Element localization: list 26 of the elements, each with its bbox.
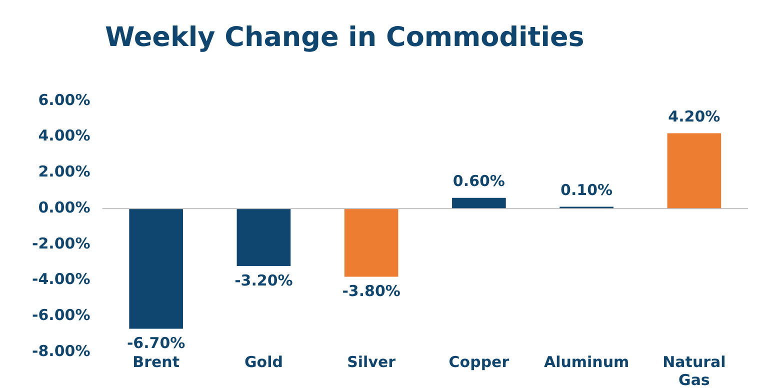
bar bbox=[129, 208, 183, 329]
y-tick-label: 6.00% bbox=[38, 90, 90, 109]
data-label: 0.60% bbox=[452, 172, 505, 190]
y-tick-label: -6.00% bbox=[32, 306, 90, 324]
x-tick-label: Silver bbox=[347, 352, 396, 371]
data-label: -3.80% bbox=[342, 282, 400, 300]
y-tick-label: 0.00% bbox=[38, 198, 90, 216]
y-tick-label: -8.00% bbox=[32, 342, 90, 360]
data-label: -6.70% bbox=[126, 334, 186, 352]
y-tick-label: 4.00% bbox=[38, 126, 90, 145]
x-tick-label: Natural Gas bbox=[662, 352, 726, 389]
y-tick-label: -4.00% bbox=[32, 270, 90, 288]
data-label: -3.20% bbox=[234, 271, 293, 290]
x-tick-label: Copper bbox=[448, 352, 510, 371]
bar bbox=[236, 208, 291, 266]
x-tick-label: Gold bbox=[244, 352, 283, 371]
y-tick-label: 2.00% bbox=[38, 162, 90, 181]
y-tick-label: -2.00% bbox=[32, 234, 90, 252]
data-label: 0.10% bbox=[560, 181, 613, 200]
x-tick-label: Aluminum bbox=[544, 352, 630, 371]
bar bbox=[452, 198, 506, 209]
x-tick-label: Brent bbox=[132, 352, 180, 371]
bar bbox=[667, 133, 722, 209]
chart-title: Weekly Change in Commodities bbox=[105, 22, 584, 53]
bar bbox=[344, 208, 398, 277]
data-label: 4.20% bbox=[668, 108, 720, 126]
